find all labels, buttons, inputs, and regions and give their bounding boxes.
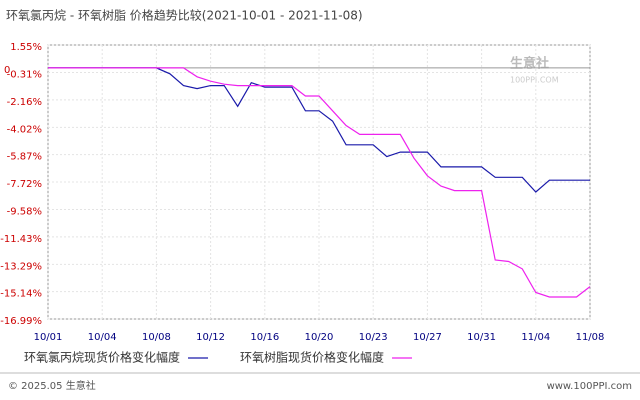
x-tick-label: 10/20 — [305, 332, 334, 343]
x-tick-label: 10/01 — [34, 332, 63, 343]
x-tick-label: 10/31 — [467, 332, 496, 343]
zero-label: 0 — [4, 65, 10, 76]
footer-left: © 2025.05 生意社 — [8, 379, 96, 392]
x-tick-label: 11/04 — [521, 332, 550, 343]
y-tick-label: -4.02% — [7, 124, 42, 135]
x-tick-label: 10/16 — [250, 332, 279, 343]
x-tick-label: 10/23 — [359, 332, 388, 343]
x-tick-label: 10/08 — [142, 332, 171, 343]
chart-title: 环氧氯丙烷 - 环氧树脂 价格趋势比较(2021-10-01 - 2021-11… — [6, 8, 363, 23]
y-tick-label: -0.31% — [7, 69, 42, 80]
x-tick-label: 10/12 — [196, 332, 225, 343]
x-tick-label: 10/04 — [88, 332, 117, 343]
x-tick-label: 11/08 — [576, 332, 605, 343]
watermark: 生意社 — [510, 56, 549, 72]
y-tick-label: -13.29% — [0, 261, 42, 272]
y-tick-label: 1.55% — [10, 42, 42, 53]
y-tick-label: -15.14% — [0, 289, 42, 300]
legend-label: 环氧氯丙烷现货价格变化幅度 — [24, 350, 180, 365]
legend-label: 环氧树脂现货价格变化幅度 — [240, 350, 384, 365]
footer-right: www.100PPI.com — [547, 381, 632, 392]
series-line — [48, 67, 591, 298]
x-tick-label: 10/27 — [413, 332, 442, 343]
y-tick-label: -5.87% — [7, 152, 42, 163]
y-tick-label: -9.58% — [7, 206, 42, 217]
y-tick-label: -11.43% — [0, 234, 42, 245]
y-tick-label: -2.16% — [7, 97, 42, 108]
watermark-url: 100PPI.COM — [510, 76, 559, 85]
y-tick-label: -16.99% — [0, 316, 42, 327]
y-tick-label: -7.72% — [7, 179, 42, 190]
